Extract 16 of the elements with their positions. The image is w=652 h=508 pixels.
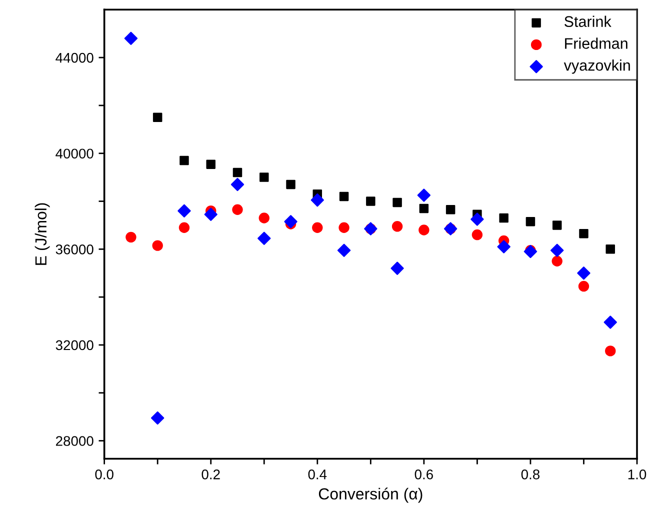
- y-axis-title: E (J/mol): [34, 203, 50, 265]
- x-tick-label: 0.4: [308, 470, 327, 480]
- x-tick-label: 0.2: [202, 470, 220, 480]
- legend-label: vyazovkin: [564, 60, 630, 74]
- y-tick-label: 44000: [56, 52, 94, 63]
- x-tick-label: 1.0: [628, 470, 646, 480]
- legend-label: Friedman: [565, 38, 628, 49]
- y-tick-label: 36000: [56, 244, 94, 254]
- y-tick-label: 32000: [56, 340, 94, 350]
- x-axis-title: Conversión (α): [318, 488, 422, 503]
- x-tick-label: 0.6: [414, 470, 433, 480]
- x-tick-label: 0.0: [95, 470, 114, 480]
- y-tick-label: 28000: [56, 436, 94, 446]
- legend-label: Starink: [564, 16, 612, 27]
- y-tick-label: 40000: [56, 148, 94, 159]
- x-tick-label: 0.8: [521, 470, 540, 480]
